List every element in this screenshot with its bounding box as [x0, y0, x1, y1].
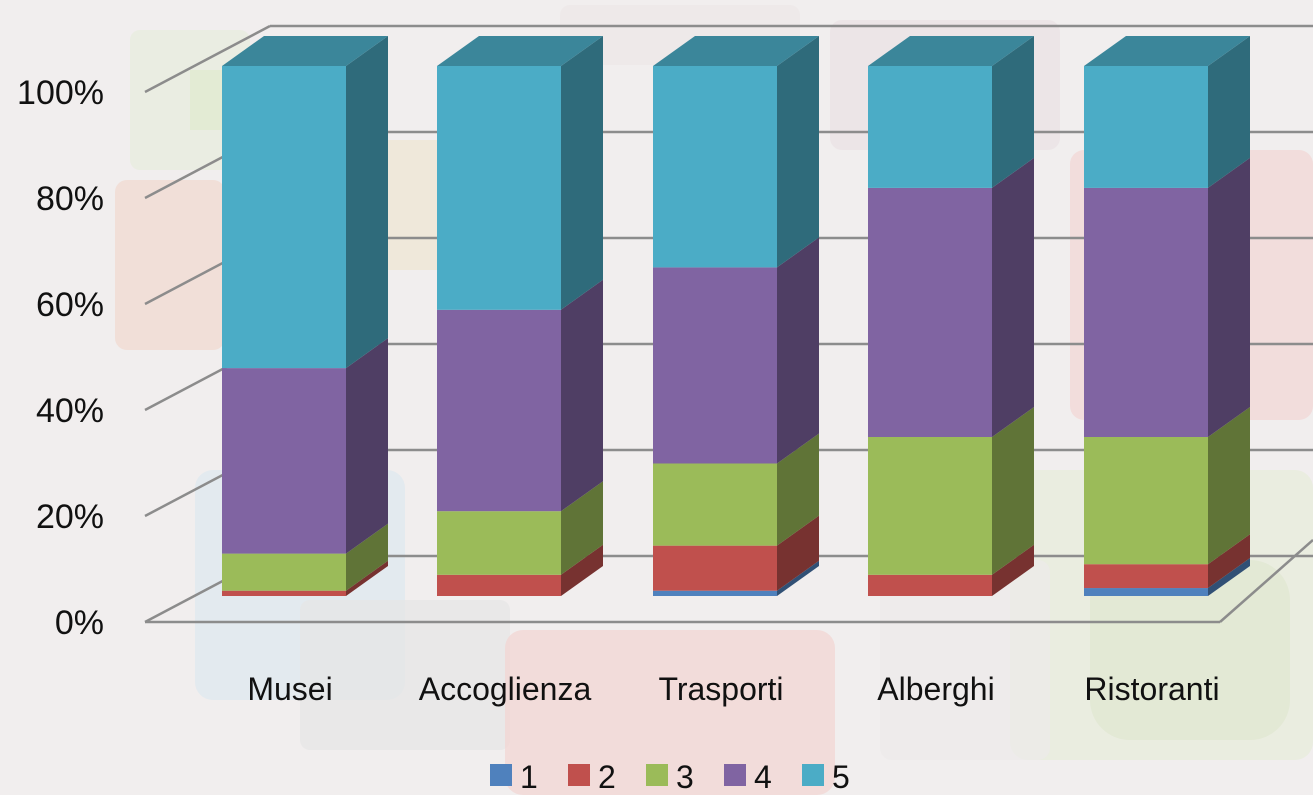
legend-item-1: 1 [490, 759, 538, 795]
bar-side-series-2 [992, 544, 1034, 596]
bar-side-series-3 [777, 433, 819, 546]
legend-swatch [802, 764, 824, 786]
bars [222, 36, 1250, 596]
bar-side-series-2 [777, 515, 819, 591]
bar-top [1084, 36, 1250, 66]
bar-segment-series-4 [437, 309, 561, 512]
bar-side-series-3 [346, 523, 388, 591]
bar-top [222, 36, 388, 66]
y-tick-label: 20% [36, 498, 104, 536]
y-tick-label: 0% [55, 604, 104, 642]
bar-side-series-4 [777, 237, 819, 464]
bar-segment-series-2 [653, 545, 777, 591]
gridline-depth [144, 24, 271, 94]
legend-item-4: 4 [724, 759, 772, 795]
x-axis: Musei Accoglienza Trasporti Alberghi Ristora… [247, 671, 1219, 707]
bar-side-series-4 [1208, 157, 1250, 437]
bar-segment-series-2 [868, 574, 992, 596]
bar-segment-series-1 [653, 590, 777, 596]
bar-segment-series-5 [437, 66, 561, 310]
bar-segment-series-2 [437, 574, 561, 596]
category-label: Trasporti [658, 671, 783, 707]
bar-side-series-2 [561, 544, 603, 596]
bar-segment-series-5 [1084, 66, 1208, 188]
bar-segment-series-3 [222, 553, 346, 591]
y-tick-label: 80% [36, 180, 104, 218]
bar-side-series-2 [1208, 534, 1250, 589]
bar-side-series-4 [346, 338, 388, 554]
category-label: Ristoranti [1084, 671, 1219, 707]
y-tick-label: 60% [36, 286, 104, 324]
y-axis: 0% 20% 40% 60% 80% 100% [17, 74, 104, 642]
legend: 1 2 3 4 5 [490, 759, 850, 795]
bar-top [868, 36, 1034, 66]
floor-edge-right [1219, 539, 1313, 623]
bar-side-series-5 [346, 36, 388, 369]
bar-side-series-1 [777, 560, 819, 596]
y-tick-label: 40% [36, 392, 104, 430]
bar-segment-series-2 [222, 590, 346, 596]
legend-label: 5 [832, 759, 850, 795]
bar-side-series-5 [992, 36, 1034, 188]
bar-side-series-3 [1208, 407, 1250, 565]
bar-segment-series-3 [437, 511, 561, 575]
category-label: Musei [247, 671, 332, 707]
bar-segment-series-3 [653, 463, 777, 546]
bar-side-series-5 [1208, 36, 1250, 188]
legend-label: 1 [520, 759, 538, 795]
bar-segment-series-4 [653, 267, 777, 464]
bar-stack-alberghi [868, 36, 1034, 596]
legend-label: 4 [754, 759, 772, 795]
legend-item-2: 2 [568, 759, 616, 795]
bar-segment-series-5 [868, 66, 992, 188]
bar-top [653, 36, 819, 66]
legend-label: 3 [676, 759, 694, 795]
bar-side-series-2 [346, 560, 388, 596]
bar-segment-series-4 [222, 368, 346, 554]
bar-stack-trasporti [653, 36, 819, 596]
legend-label: 2 [598, 759, 616, 795]
bar-segment-series-3 [1084, 437, 1208, 565]
bar-top [437, 36, 603, 66]
bar-side-series-3 [992, 407, 1034, 575]
legend-swatch [490, 764, 512, 786]
bar-segment-series-3 [868, 437, 992, 575]
legend-item-5: 5 [802, 759, 850, 795]
bar-segment-series-5 [653, 66, 777, 268]
bar-side-series-3 [561, 481, 603, 575]
category-label: Alberghi [877, 671, 994, 707]
bar-segment-series-5 [222, 66, 346, 369]
bar-segment-series-1 [1084, 588, 1208, 596]
legend-swatch [724, 764, 746, 786]
legend-item-3: 3 [646, 759, 694, 795]
y-tick-label: 100% [17, 74, 104, 112]
legend-swatch [646, 764, 668, 786]
bar-segment-series-2 [1084, 564, 1208, 589]
bar-side-series-4 [992, 157, 1034, 437]
bar-segment-series-4 [868, 187, 992, 437]
bar-side-series-5 [777, 36, 819, 268]
legend-swatch [568, 764, 590, 786]
category-label: Accoglienza [419, 671, 592, 707]
bar-side-series-5 [561, 36, 603, 310]
bar-stack-musei [222, 36, 388, 596]
bar-side-series-4 [561, 279, 603, 512]
bar-stack-ristoranti [1084, 36, 1250, 596]
bar-stack-accoglienza [437, 36, 603, 596]
bar-side-series-1 [1208, 558, 1250, 596]
bar-segment-series-4 [1084, 187, 1208, 437]
